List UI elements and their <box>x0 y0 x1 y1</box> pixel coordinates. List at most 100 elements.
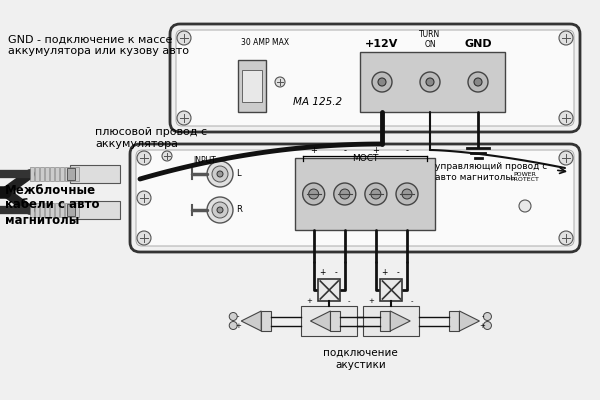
Text: INPUT: INPUT <box>194 156 217 165</box>
Circle shape <box>559 151 573 165</box>
Bar <box>65 203 69 217</box>
Bar <box>30 203 34 217</box>
Bar <box>67 204 75 216</box>
Circle shape <box>137 231 151 245</box>
Bar <box>238 60 266 112</box>
Text: +: + <box>235 322 241 328</box>
Circle shape <box>396 183 418 205</box>
Circle shape <box>559 111 573 125</box>
FancyBboxPatch shape <box>130 144 580 252</box>
Bar <box>242 70 262 102</box>
Circle shape <box>212 166 228 182</box>
Text: управляющий провод с
авто магнитолы: управляющий провод с авто магнитолы <box>435 162 547 182</box>
Bar <box>301 306 357 336</box>
Bar <box>331 311 340 331</box>
Bar <box>70 203 74 217</box>
Circle shape <box>217 171 223 177</box>
Text: -: - <box>237 314 239 320</box>
Circle shape <box>229 322 237 330</box>
Bar <box>45 167 49 181</box>
Text: GND: GND <box>464 39 492 49</box>
Bar <box>40 167 44 181</box>
Bar <box>40 203 44 217</box>
Text: +: + <box>306 298 312 304</box>
Bar <box>60 167 64 181</box>
Circle shape <box>137 191 151 205</box>
Circle shape <box>229 312 237 320</box>
Bar <box>75 167 79 181</box>
Bar <box>30 167 34 181</box>
Circle shape <box>137 151 151 165</box>
Text: подключение
акустики: подключение акустики <box>323 348 398 370</box>
Circle shape <box>559 231 573 245</box>
Text: -: - <box>410 298 413 304</box>
Bar <box>60 203 64 217</box>
Bar <box>55 203 59 217</box>
Polygon shape <box>241 311 261 331</box>
Text: +12V: +12V <box>365 39 398 49</box>
Circle shape <box>212 202 228 218</box>
Circle shape <box>468 72 488 92</box>
Bar <box>380 311 390 331</box>
Circle shape <box>207 161 233 187</box>
Bar <box>35 167 39 181</box>
Circle shape <box>372 72 392 92</box>
Bar <box>75 203 79 217</box>
Circle shape <box>207 197 233 223</box>
Circle shape <box>302 183 325 205</box>
Circle shape <box>484 322 491 330</box>
Bar <box>70 165 120 183</box>
Text: +: + <box>373 146 379 155</box>
Text: +: + <box>479 322 485 328</box>
Text: +: + <box>310 146 317 155</box>
Circle shape <box>365 183 387 205</box>
Text: МОСТ: МОСТ <box>352 154 378 163</box>
Bar <box>70 201 120 219</box>
Circle shape <box>334 183 356 205</box>
Circle shape <box>217 207 223 213</box>
Text: -: - <box>406 146 409 155</box>
FancyBboxPatch shape <box>136 150 574 246</box>
Text: -: - <box>335 268 338 277</box>
FancyBboxPatch shape <box>170 24 580 132</box>
Bar <box>261 311 271 331</box>
Bar <box>449 311 460 331</box>
Circle shape <box>308 189 319 199</box>
Text: POWER
PROTECT: POWER PROTECT <box>511 172 539 182</box>
Bar <box>67 168 75 180</box>
Circle shape <box>559 31 573 45</box>
Circle shape <box>519 200 531 212</box>
Text: МА 125.2: МА 125.2 <box>293 97 343 107</box>
Circle shape <box>484 312 491 320</box>
Polygon shape <box>460 311 479 331</box>
Text: GND - подключение к массе
аккумулятора или кузову авто: GND - подключение к массе аккумулятора и… <box>8 34 189 56</box>
Bar <box>360 52 505 112</box>
Circle shape <box>162 151 172 161</box>
Polygon shape <box>310 311 331 331</box>
Circle shape <box>420 72 440 92</box>
Circle shape <box>275 77 285 87</box>
Text: -: - <box>397 268 400 277</box>
Bar <box>55 167 59 181</box>
Text: R: R <box>236 206 242 214</box>
Circle shape <box>371 189 381 199</box>
Bar <box>50 203 54 217</box>
Text: +: + <box>381 268 388 277</box>
Text: -: - <box>348 298 350 304</box>
Text: +: + <box>319 268 325 277</box>
Circle shape <box>402 189 412 199</box>
Polygon shape <box>390 311 410 331</box>
Bar <box>295 158 435 230</box>
Text: -: - <box>343 146 346 155</box>
Bar <box>380 279 403 301</box>
Circle shape <box>474 78 482 86</box>
Circle shape <box>177 31 191 45</box>
Bar <box>45 203 49 217</box>
Circle shape <box>177 111 191 125</box>
Text: TURN
ON: TURN ON <box>419 30 440 49</box>
FancyBboxPatch shape <box>176 30 574 126</box>
Bar <box>65 167 69 181</box>
Bar <box>70 167 74 181</box>
Text: 30 AMP MAX: 30 AMP MAX <box>241 38 289 47</box>
Text: +: + <box>368 298 374 304</box>
